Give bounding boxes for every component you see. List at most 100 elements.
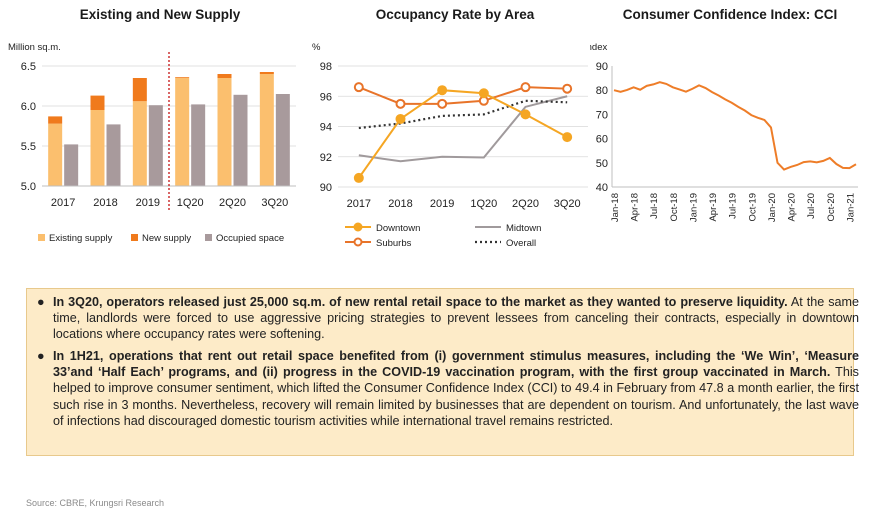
legend-label: Midtown: [506, 223, 541, 234]
legend-marker: [353, 222, 363, 232]
new-supply-bar: [132, 78, 147, 102]
legend-swatch: [131, 234, 138, 241]
occupied-space-bar: [148, 105, 163, 186]
y-tick-label: 50: [596, 158, 608, 170]
y-tick-label: 94: [320, 122, 332, 134]
downtown-data-point: [395, 113, 406, 124]
x-tick-label: Apr-18: [630, 193, 641, 222]
occupancy-chart: % 90 92 94 96 98 2017 2018 2019 1Q20 2Q20 3Q20 Down…: [312, 42, 588, 249]
commentary-bullet-2: ● In 1H21, operations that rent out reta…: [37, 348, 859, 429]
new-supply-bar: [175, 77, 190, 78]
bullet-1-text: At the same time, landlords were forced …: [53, 295, 859, 342]
x-tick-label: Oct-20: [826, 193, 837, 222]
x-tick-label: Jul-20: [806, 193, 817, 219]
x-tick-label: Jan-21: [845, 193, 856, 222]
legend-label: Existing supply: [49, 233, 113, 244]
x-tick-label: Oct-19: [747, 193, 758, 222]
occupied-space-bar: [275, 94, 290, 186]
new-supply-bar: [48, 116, 63, 124]
occupancy-y-axis-label: %: [312, 42, 321, 53]
supply-chart-title: Existing and New Supply: [79, 7, 241, 22]
new-supply-bar: [90, 95, 105, 110]
y-tick-label: 60: [596, 134, 608, 146]
y-tick-label: 5.5: [21, 141, 36, 153]
y-tick-label: 90: [320, 182, 332, 194]
legend-swatch: [38, 234, 45, 241]
x-tick-label: 3Q20: [261, 197, 288, 209]
x-tick-label: Apr-20: [787, 193, 798, 222]
x-tick-label: Oct-18: [669, 193, 680, 222]
x-tick-label: Jan-20: [767, 193, 778, 222]
y-tick-label: 40: [596, 182, 608, 194]
existing-supply-bar: [259, 74, 274, 186]
downtown-series-line: [358, 89, 568, 179]
legend-marker: [353, 237, 363, 247]
x-tick-label: 2019: [136, 197, 160, 209]
x-tick-label: 2019: [430, 198, 454, 210]
existing-supply-bar: [217, 78, 232, 186]
bullet-2-bold-text: In 1H21, operations that rent out retail…: [53, 349, 859, 380]
bullet-2-text: This helped to improve consumer sentimen…: [53, 365, 859, 428]
y-tick-label: 6.0: [21, 101, 36, 113]
downtown-data-point: [520, 109, 531, 120]
midtown-series-line: [358, 95, 568, 163]
x-tick-label: 2Q20: [512, 198, 539, 210]
suburbs-data-point: [437, 98, 448, 109]
x-tick-label: Apr-19: [708, 193, 719, 222]
new-supply-bar: [259, 72, 274, 74]
existing-supply-bar: [175, 78, 190, 186]
x-tick-label: 1Q20: [177, 197, 204, 209]
existing-supply-bar: [48, 123, 63, 186]
legend-label: Suburbs: [376, 238, 412, 249]
downtown-data-point: [437, 85, 448, 96]
y-tick-label: 80: [596, 85, 608, 97]
suburbs-data-point: [395, 98, 406, 109]
occupied-space-bar: [64, 144, 79, 186]
y-tick-label: 96: [320, 91, 332, 103]
existing-supply-bar: [132, 101, 147, 186]
occupied-space-bar: [106, 124, 121, 186]
bullet-dot-icon: ●: [37, 349, 45, 363]
x-tick-label: Jul-19: [728, 193, 739, 219]
cci-y-axis-label: Index: [590, 42, 607, 53]
suburbs-data-point: [562, 83, 573, 94]
downtown-data-point: [353, 172, 364, 183]
cci-chart-title: Consumer Confidence Index: CCI: [622, 7, 838, 22]
x-tick-label: 1Q20: [470, 198, 497, 210]
bullet-dot-icon: ●: [37, 295, 45, 309]
occupied-space-bar: [191, 104, 206, 186]
downtown-data-point: [562, 132, 573, 143]
occupied-space-bar: [233, 94, 248, 186]
supply-chart: Million sq.m. 5.0 5.5 6.0 6.5 2017 2018 2019 1Q…: [8, 42, 296, 244]
x-tick-label: Jul-18: [649, 193, 660, 219]
legend-label: Occupied space: [216, 233, 284, 244]
x-tick-label: Jan-18: [610, 193, 621, 222]
suburbs-data-point: [353, 82, 364, 93]
legend-swatch: [205, 234, 212, 241]
commentary-box: ● In 3Q20, operators released just 25,00…: [26, 288, 859, 456]
occupancy-chart-title: Occupancy Rate by Area: [375, 7, 535, 22]
new-supply-bar: [217, 74, 232, 78]
suburbs-series-line: [358, 86, 568, 105]
suburbs-data-point: [520, 82, 531, 93]
legend-label: Overall: [506, 238, 536, 249]
x-tick-label: 2017: [51, 197, 75, 209]
y-tick-label: 98: [320, 61, 332, 73]
supply-y-axis-label: Million sq.m.: [8, 42, 61, 53]
x-tick-label: 2018: [93, 197, 117, 209]
x-tick-label: 2018: [388, 198, 412, 210]
y-tick-label: 70: [596, 109, 608, 121]
cci-chart: Index 40 50 60 70 80 90 Jan-18 Apr-18 Jul-18 Oct-…: [590, 42, 858, 222]
y-tick-label: 90: [596, 61, 608, 73]
y-tick-label: 92: [320, 152, 332, 164]
source-note: Source: CBRE, Krungsri Research: [26, 498, 165, 508]
x-tick-label: 3Q20: [554, 198, 581, 210]
legend-label: New supply: [142, 233, 191, 244]
x-tick-label: 2Q20: [219, 197, 246, 209]
x-tick-label: Jan-19: [688, 193, 699, 222]
y-tick-label: 6.5: [21, 61, 36, 73]
downtown-data-point: [478, 88, 489, 99]
commentary-bullet-1: ● In 3Q20, operators released just 25,00…: [37, 294, 859, 343]
existing-supply-bar: [90, 110, 105, 186]
cci-series-line: [613, 81, 857, 171]
